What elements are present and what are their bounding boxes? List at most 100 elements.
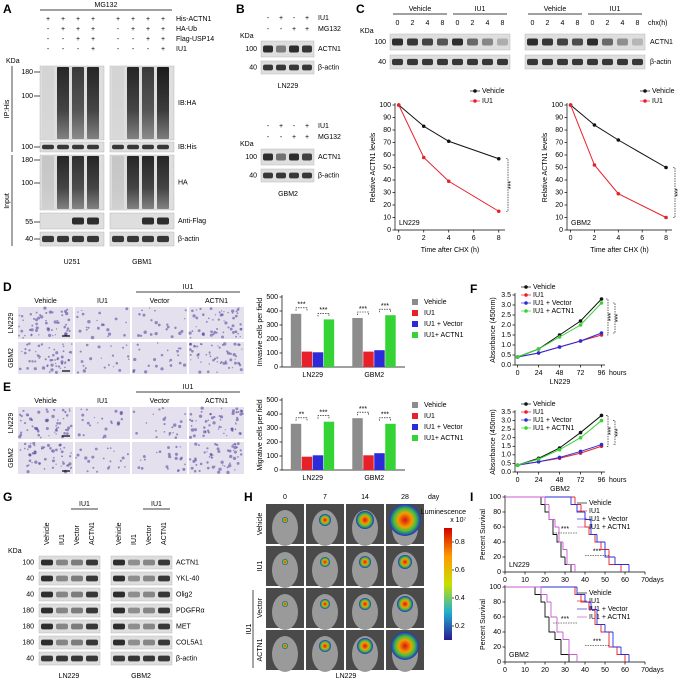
cell-dot (197, 357, 200, 359)
y-tick-label: 100 (266, 350, 278, 357)
cell-dot (239, 368, 243, 372)
significance-bracket (606, 298, 609, 336)
x-tick-label: 40 (581, 577, 589, 584)
significance-bracket (295, 307, 308, 311)
cell-label: U251 (64, 259, 81, 266)
cell-dot (85, 328, 88, 331)
significance-bracket (317, 313, 330, 317)
legend-label: IU1 + ACTN1 (589, 524, 631, 531)
cell-dot (60, 362, 64, 365)
sign: + (161, 46, 165, 53)
cell-dot (224, 362, 228, 365)
legend-label: Vehicle (589, 500, 612, 507)
cell-dot (91, 455, 95, 459)
y-tick-label: 80 (493, 509, 501, 516)
time-label: 8 (441, 20, 445, 27)
cell-dot (33, 367, 37, 371)
cell-dot (176, 433, 179, 436)
chart-label: LN229 (550, 379, 571, 386)
blot (110, 651, 173, 666)
cell-dot (43, 457, 47, 461)
significance-bracket (506, 158, 509, 212)
column-label: Vector (150, 298, 171, 305)
column-label: IU1 (97, 298, 108, 305)
cell-dot (197, 329, 201, 333)
cell-dot (231, 312, 234, 314)
survival-step (554, 632, 561, 640)
band (158, 655, 170, 662)
band (113, 607, 125, 614)
cell-dot (160, 367, 164, 371)
y-tick-label: 80 (555, 127, 563, 134)
cell-dot (55, 463, 57, 465)
cell-dot (183, 318, 186, 320)
cell-dot (113, 450, 115, 452)
cell-dot (135, 431, 138, 435)
cell-dot (30, 328, 34, 332)
row-label: LN229 (8, 313, 15, 334)
cell-dot (206, 451, 208, 453)
legend-label: IU1 (533, 292, 544, 299)
sign: - (267, 15, 270, 22)
marker: 180 (22, 639, 34, 646)
legend-label: Vehicle (589, 590, 612, 597)
point (664, 215, 668, 220)
survival-step (574, 497, 581, 505)
cell-dot (216, 443, 219, 447)
marker: 100 (21, 144, 33, 151)
cell-dot (203, 426, 206, 429)
point (557, 345, 562, 349)
y-axis-label: Relative ACTN1 levels (370, 132, 377, 202)
cell-dot (79, 448, 83, 452)
cell-dot (154, 331, 158, 336)
cell-dot (27, 448, 29, 451)
x-tick-label: GBM2 (364, 372, 384, 379)
cell-dot (229, 462, 231, 465)
legend-marker (643, 99, 647, 103)
point (599, 301, 604, 305)
point (536, 347, 541, 351)
cell-dot (64, 410, 67, 414)
cell-dot (144, 370, 148, 374)
survival-step (534, 587, 541, 595)
cell-dot (66, 327, 70, 330)
cell-dot (54, 370, 58, 374)
cell-dot (18, 334, 20, 337)
cell-dot (120, 418, 123, 421)
band (86, 639, 98, 646)
cell-dot (61, 314, 64, 317)
cell-dot (191, 349, 194, 353)
time-label: 2 (411, 20, 415, 27)
time-label: 4 (621, 20, 625, 27)
cell-dot (31, 425, 34, 428)
cell-dot (173, 423, 177, 427)
band (128, 591, 140, 598)
unit: KDa (240, 33, 254, 40)
bar (301, 351, 313, 367)
survival-step (576, 587, 585, 595)
x-tick-label: 10 (521, 667, 529, 674)
cell-dot (206, 447, 209, 450)
band (632, 38, 643, 46)
bar (290, 313, 302, 367)
band (157, 144, 169, 150)
cell-dot (67, 358, 71, 362)
x-axis-unit: hours (609, 370, 627, 377)
survival-step (584, 512, 591, 520)
blot (389, 33, 511, 51)
cell-dot (37, 316, 41, 320)
band-label: ACTN1 (318, 154, 341, 161)
y-tick-label: 500 (266, 397, 278, 404)
cell-dot (231, 324, 235, 328)
cell-dot (209, 412, 212, 415)
cell-dot (28, 453, 32, 457)
point (578, 339, 583, 343)
cell-dot (234, 330, 238, 334)
band (128, 607, 140, 614)
band-label: PDGFRα (176, 607, 205, 614)
cell-dot (110, 422, 113, 425)
y-tick-label: 30 (555, 189, 563, 196)
cell-dot (26, 464, 29, 468)
cell-dot (231, 309, 235, 313)
band (142, 235, 154, 243)
